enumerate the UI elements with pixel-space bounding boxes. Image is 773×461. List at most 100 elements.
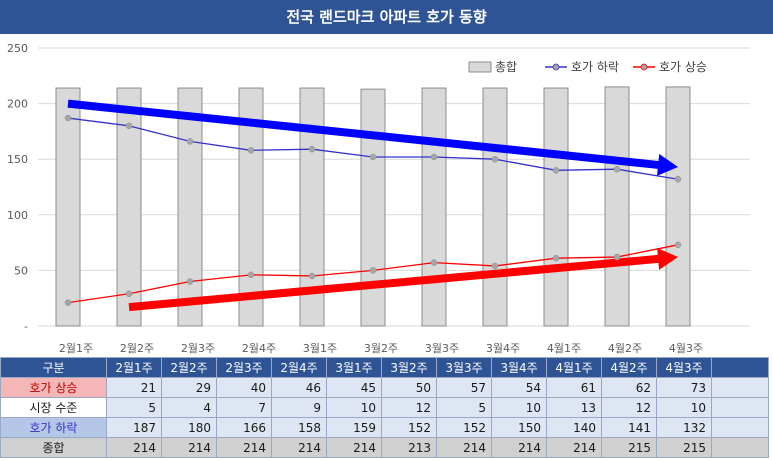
table-cell: 152	[436, 417, 492, 438]
table-cell: 214	[436, 437, 492, 458]
y-tick-label: 100	[7, 209, 28, 222]
chart-area: - 50 100 150 200 250 2월1주 2월2주 2월3주 2월4주 3월1주 3월2주…	[7, 42, 750, 355]
table-header-cell: 4월1주	[546, 357, 602, 378]
gridlines	[38, 47, 750, 327]
table-header-cell: 구분	[0, 357, 107, 378]
table-cell: 29	[161, 377, 217, 398]
table-cell: 214	[271, 437, 327, 458]
table-cell: 166	[216, 417, 272, 438]
table-header-cell: 4월2주	[601, 357, 657, 378]
x-tick-label: 3월4주	[486, 342, 520, 355]
x-tick-label: 3월3주	[425, 342, 459, 355]
table-header-cell: 2월2주	[161, 357, 217, 378]
y-tick-label: 50	[14, 264, 28, 277]
table-cell: 215	[656, 437, 712, 458]
data-point	[64, 299, 72, 306]
table-cell: 46	[271, 377, 327, 398]
table-cell: 10	[326, 397, 382, 418]
table-cell: 214	[546, 437, 602, 458]
data-point	[125, 290, 133, 298]
table-cell: 158	[271, 417, 327, 438]
x-tick-label: 3월2주	[364, 342, 398, 355]
x-tick-label: 4월1주	[547, 342, 581, 355]
table-cell: 7	[216, 397, 272, 418]
bar-total	[665, 86, 691, 327]
table-header-cell: 3월3주	[436, 357, 492, 378]
table-header-cell: 2월3주	[216, 357, 272, 378]
y-tick-label: 200	[7, 98, 28, 111]
y-axis-ticks: - 50 100 150 200 250	[7, 42, 28, 333]
data-point	[613, 165, 621, 173]
x-tick-label: 2월3주	[181, 342, 215, 355]
data-point	[491, 155, 499, 163]
table-cell: 214	[326, 437, 382, 458]
table-cell: 40	[216, 377, 272, 398]
table-cell: 150	[491, 417, 547, 438]
table-cell: 4	[161, 397, 217, 418]
table-header-row: 구분 2월1주 2월2주 2월3주 2월4주 3월1주 3월2주 3월3주 3월4주 4월1주 4월…	[0, 357, 769, 378]
legend-label: 호가 하락	[571, 60, 619, 74]
row-label: 종합	[0, 437, 107, 458]
legend-label: 호가 상승	[659, 60, 707, 74]
data-point	[674, 175, 682, 183]
x-tick-label: 4월2주	[608, 342, 642, 355]
data-point	[308, 272, 316, 280]
table-cell: 54	[491, 377, 547, 398]
table-cell: 214	[161, 437, 217, 458]
table-cell: 45	[326, 377, 382, 398]
trend-arrows	[67, 99, 679, 312]
legend-marker	[640, 63, 648, 71]
data-point	[674, 241, 682, 249]
y-tick-label: -	[24, 320, 28, 333]
x-axis-ticks: 2월1주 2월2주 2월3주 2월4주 3월1주 3월2주 3월3주 3월4주 4월1주 4월2주…	[59, 342, 703, 355]
table-header-cell: 3월2주	[381, 357, 437, 378]
y-tick-label: 250	[7, 42, 28, 55]
data-point	[64, 114, 72, 122]
data-point	[369, 153, 377, 161]
x-tick-label: 3월1주	[303, 342, 337, 355]
data-point	[186, 138, 194, 145]
table-header-cell: 2월1주	[106, 357, 162, 378]
table-cell: 141	[601, 417, 657, 438]
table-cell: 12	[381, 397, 437, 418]
data-point	[247, 147, 255, 154]
data-point	[613, 253, 621, 261]
table-header-cell: 3월4주	[491, 357, 547, 378]
data-point	[369, 267, 377, 274]
table-cell: 180	[161, 417, 217, 438]
table-cell: 213	[381, 437, 437, 458]
table-cell: 5	[436, 397, 492, 418]
table-row: 시장 수준 5 4 7 9 10 12 5 10 13 12 10	[0, 397, 769, 418]
table-cell: 12	[601, 397, 657, 418]
trend-arrow-down	[67, 99, 678, 176]
data-point	[308, 145, 316, 153]
data-point	[247, 271, 255, 279]
bar-total	[177, 87, 203, 327]
table-cell	[711, 377, 769, 398]
table-cell: 140	[546, 417, 602, 438]
data-point	[552, 254, 560, 262]
bar-total	[604, 86, 630, 327]
table-cell: 73	[656, 377, 712, 398]
bar-total	[238, 87, 264, 327]
table-cell: 10	[656, 397, 712, 418]
table-cell: 21	[106, 377, 162, 398]
table-cell: 62	[601, 377, 657, 398]
legend-label: 총합	[495, 60, 517, 74]
table-header-cell: 3월1주	[326, 357, 382, 378]
bars-layer	[55, 86, 691, 327]
chart-title: 전국 랜드마크 아파트 호가 동향	[0, 0, 773, 34]
legend-marker	[552, 63, 560, 71]
trend-arrow-up	[128, 247, 679, 312]
data-point	[186, 278, 194, 285]
table-cell	[711, 437, 769, 458]
x-tick-label: 2월4주	[242, 342, 276, 355]
y-tick-label: 150	[7, 153, 28, 166]
table-cell	[711, 397, 769, 418]
table-cell: 10	[491, 397, 547, 418]
table-cell: 214	[106, 437, 162, 458]
table-cell: 13	[546, 397, 602, 418]
table-row: 호가 하락 187 180 166 158 159 152 152 150 140 141 132	[0, 417, 769, 438]
data-point	[491, 262, 499, 270]
table-row: 호가 상승 21 29 40 46 45 50 57 54 61 62 73	[0, 377, 769, 398]
